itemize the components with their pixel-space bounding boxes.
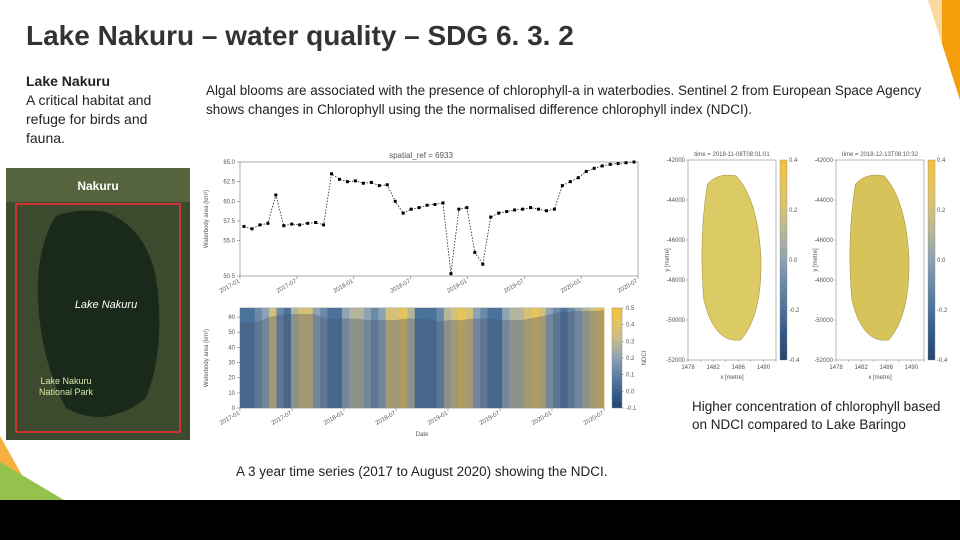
svg-text:0.5: 0.5 <box>626 306 635 312</box>
svg-text:1478: 1478 <box>829 365 843 371</box>
svg-text:-44000: -44000 <box>814 198 833 204</box>
slide: Lake Nakuru – water quality – SDG 6. 3. … <box>0 0 960 540</box>
svg-text:2017-07: 2017-07 <box>276 278 299 295</box>
svg-text:2018-07: 2018-07 <box>375 410 398 427</box>
svg-text:1482: 1482 <box>706 365 720 371</box>
svg-text:Nakuru: Nakuru <box>77 179 118 193</box>
svg-text:30: 30 <box>228 361 235 367</box>
svg-text:0.2: 0.2 <box>789 208 798 214</box>
svg-text:Waterbody area (km²): Waterbody area (km²) <box>204 190 210 248</box>
svg-text:0.0: 0.0 <box>937 258 946 264</box>
svg-text:0.0: 0.0 <box>626 389 635 395</box>
svg-text:2020-01: 2020-01 <box>560 278 583 295</box>
svg-text:-46000: -46000 <box>666 238 685 244</box>
svg-text:-0.1: -0.1 <box>626 406 637 412</box>
ndci-map-right: time = 2018-12-13T08:10:32 -42000 -44000 -4… <box>810 148 950 382</box>
svg-text:2017-01: 2017-01 <box>219 410 242 427</box>
svg-text:1486: 1486 <box>880 365 894 371</box>
sidebar-body: A critical habitat and refuge for birds … <box>26 92 151 146</box>
svg-text:-0.2: -0.2 <box>937 308 948 314</box>
satellite-image: Nakuru Lake Nakuru Lake Nakuru National … <box>6 168 190 440</box>
svg-text:2020-01: 2020-01 <box>531 410 554 427</box>
svg-text:Waterbody area (km²): Waterbody area (km²) <box>204 329 210 387</box>
svg-text:0.1: 0.1 <box>626 373 635 379</box>
svg-text:Lake Nakuru: Lake Nakuru <box>75 299 137 311</box>
svg-text:-0.2: -0.2 <box>789 308 800 314</box>
svg-text:-44000: -44000 <box>666 198 685 204</box>
svg-text:10: 10 <box>228 391 235 397</box>
ndci-map-left: time = 2018-11-08T08:01:01 -42000 -44000 -4… <box>662 148 802 382</box>
slide-title: Lake Nakuru – water quality – SDG 6. 3. … <box>26 20 574 52</box>
svg-text:Date: Date <box>416 432 429 438</box>
svg-text:NDCI: NDCI <box>642 350 646 365</box>
svg-text:-50000: -50000 <box>814 318 833 324</box>
svg-text:0.2: 0.2 <box>626 356 635 362</box>
svg-text:50.5: 50.5 <box>223 274 235 280</box>
svg-text:-42000: -42000 <box>666 158 685 164</box>
description-text: Algal blooms are associated with the pre… <box>206 82 926 120</box>
svg-text:0.3: 0.3 <box>626 339 635 345</box>
svg-text:0.2: 0.2 <box>937 208 946 214</box>
svg-text:y [metre]: y [metre] <box>813 248 819 272</box>
svg-text:2017-01: 2017-01 <box>219 278 242 295</box>
svg-text:65.0: 65.0 <box>223 160 235 166</box>
caption-bottom: A 3 year time series (2017 to August 202… <box>236 464 607 479</box>
svg-text:time = 2018-12-13T08:10:32: time = 2018-12-13T08:10:32 <box>842 152 919 158</box>
svg-text:-52000: -52000 <box>814 358 833 364</box>
svg-text:2019-07: 2019-07 <box>503 278 526 295</box>
sidebar-heading: Lake Nakuru <box>26 73 110 89</box>
svg-text:2018-01: 2018-01 <box>333 278 356 295</box>
svg-text:2018-07: 2018-07 <box>389 278 412 295</box>
svg-text:0.4: 0.4 <box>789 158 798 164</box>
svg-text:-52000: -52000 <box>666 358 685 364</box>
accent-triangle-top-light <box>922 0 942 66</box>
svg-text:62.5: 62.5 <box>223 180 235 186</box>
svg-text:-48000: -48000 <box>666 278 685 284</box>
svg-text:-0.4: -0.4 <box>937 358 948 364</box>
svg-text:40: 40 <box>228 345 235 351</box>
svg-text:1490: 1490 <box>757 365 771 371</box>
svg-text:x [metre]: x [metre] <box>868 375 892 381</box>
svg-text:60: 60 <box>228 315 235 321</box>
svg-text:0.4: 0.4 <box>626 323 635 329</box>
accent-triangle-bottom-green <box>0 462 64 500</box>
caption-right: Higher concentration of chlorophyll base… <box>692 398 942 434</box>
svg-text:1490: 1490 <box>905 365 919 371</box>
svg-text:time = 2018-11-08T08:01:01: time = 2018-11-08T08:01:01 <box>694 152 770 158</box>
svg-text:2019-01: 2019-01 <box>427 410 450 427</box>
svg-text:-42000: -42000 <box>814 158 833 164</box>
footer-bar <box>0 500 960 540</box>
svg-text:National Park: National Park <box>39 387 94 397</box>
svg-text:0.0: 0.0 <box>789 258 798 264</box>
svg-text:50: 50 <box>228 330 235 336</box>
svg-text:0.4: 0.4 <box>937 158 946 164</box>
svg-text:-0.4: -0.4 <box>789 358 800 364</box>
svg-text:1482: 1482 <box>854 365 868 371</box>
svg-text:2020-07: 2020-07 <box>583 410 606 427</box>
sidebar-text: Lake Nakuru A critical habitat and refug… <box>26 72 186 148</box>
svg-text:2019-07: 2019-07 <box>479 410 502 427</box>
svg-text:57.5: 57.5 <box>223 219 235 225</box>
svg-text:2017-07: 2017-07 <box>271 410 294 427</box>
svg-text:60.0: 60.0 <box>223 199 235 205</box>
svg-text:spatial_ref = 6933: spatial_ref = 6933 <box>389 151 453 160</box>
svg-text:-46000: -46000 <box>814 238 833 244</box>
svg-text:20: 20 <box>228 376 235 382</box>
svg-text:Lake Nakuru: Lake Nakuru <box>40 376 91 386</box>
svg-text:2020-07: 2020-07 <box>617 278 640 295</box>
svg-text:x [metre]: x [metre] <box>720 375 744 381</box>
svg-text:-48000: -48000 <box>814 278 833 284</box>
svg-text:55.0: 55.0 <box>223 239 235 245</box>
svg-text:1478: 1478 <box>681 365 695 371</box>
svg-text:2019-01: 2019-01 <box>446 278 469 295</box>
svg-text:1486: 1486 <box>732 365 746 371</box>
svg-text:y [metre]: y [metre] <box>665 248 671 272</box>
svg-text:-50000: -50000 <box>666 318 685 324</box>
svg-text:2018-01: 2018-01 <box>323 410 346 427</box>
timeseries-ndci-chart: 01020304050602017-012017-072018-012018-0… <box>196 302 646 438</box>
timeseries-area-chart: spatial_ref = 6933 50.5 55.0 57.5 60.0 62.5 65… <box>196 150 646 300</box>
